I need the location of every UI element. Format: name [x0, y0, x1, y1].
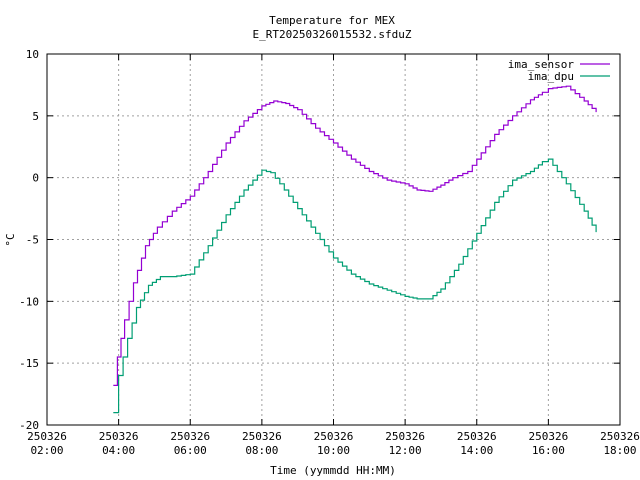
series-lines [113, 85, 597, 414]
series-line-ima_sensor [113, 85, 597, 386]
y-tick-label: -5 [26, 234, 39, 247]
x-tick-labels: 25032602:0025032604:0025032606:002503260… [27, 430, 640, 457]
y-tick-label: 10 [26, 48, 39, 61]
x-tick-label-time: 04:00 [102, 444, 135, 457]
x-tick-label-time: 06:00 [174, 444, 207, 457]
y-tick-label: -20 [19, 419, 39, 432]
x-tick-label-date: 250326 [314, 430, 354, 443]
x-tick-label-date: 250326 [170, 430, 210, 443]
x-tick-label-time: 02:00 [30, 444, 63, 457]
x-tick-label-date: 250326 [457, 430, 497, 443]
legend-label: ima_dpu [528, 70, 574, 83]
axis-ticks [46, 53, 621, 426]
x-tick-label-time: 14:00 [460, 444, 493, 457]
y-tick-label: 0 [32, 172, 39, 185]
y-tick-labels: -20 -15 -10 -5 0 5 10 [19, 48, 39, 432]
x-axis-label: Time (yymmdd HH:MM) [270, 464, 396, 477]
x-tick-label-time: 16:00 [532, 444, 565, 457]
x-tick-label-date: 250326 [99, 430, 139, 443]
chart-title: Temperature for MEX [269, 14, 395, 27]
y-axis-label: °C [4, 233, 17, 246]
y-tick-label: 5 [32, 110, 39, 123]
x-tick-label-date: 250326 [600, 430, 640, 443]
y-tick-label: -15 [19, 357, 39, 370]
x-tick-label-time: 08:00 [245, 444, 278, 457]
chart-subtitle: E_RT20250326015532.sfduZ [253, 28, 412, 41]
x-tick-label-date: 250326 [385, 430, 425, 443]
x-tick-label-date: 250326 [27, 430, 67, 443]
grid [47, 54, 620, 425]
y-tick-label: -10 [19, 295, 39, 308]
legend-label: ima_sensor [508, 58, 575, 71]
x-tick-label-time: 12:00 [389, 444, 422, 457]
x-tick-label-time: 10:00 [317, 444, 350, 457]
series-line-ima_dpu [113, 158, 597, 414]
x-tick-label-time: 18:00 [603, 444, 636, 457]
x-tick-label-date: 250326 [529, 430, 569, 443]
x-tick-label-date: 250326 [242, 430, 282, 443]
